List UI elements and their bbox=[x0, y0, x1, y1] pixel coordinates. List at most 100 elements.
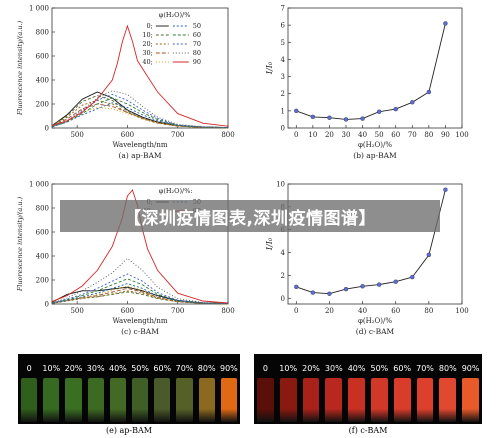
y-tick-label: 5 bbox=[281, 39, 285, 47]
vial bbox=[416, 378, 434, 422]
vial bbox=[325, 378, 343, 422]
legend-label: 90 bbox=[193, 58, 201, 66]
x-tick-label: 500 bbox=[70, 131, 83, 139]
vial-label: 90% bbox=[220, 364, 238, 373]
vial-label: 80% bbox=[438, 364, 457, 373]
x-tick-label: 60 bbox=[391, 131, 400, 139]
data-point bbox=[294, 284, 299, 290]
vial-label: 30% bbox=[86, 364, 105, 373]
x-tick-label: 100 bbox=[455, 307, 468, 315]
y-tick-label: 3 bbox=[281, 73, 285, 81]
series-line-60 bbox=[51, 97, 229, 129]
data-point bbox=[294, 108, 299, 114]
y-tick-label: 200 bbox=[36, 101, 49, 109]
photo-panel-e: 0 10% 20% 30% 40% 50% 60% 70% 80% 90% bbox=[18, 354, 240, 424]
legend-label: 70 bbox=[193, 40, 201, 48]
plot-frame bbox=[51, 183, 229, 305]
vial-label: 50% bbox=[131, 364, 149, 373]
panel-caption: (a) ap-BAM bbox=[118, 151, 161, 160]
photo-caption-f: (f) c-BAM bbox=[348, 426, 388, 435]
vial-label: 10% bbox=[279, 364, 298, 373]
data-point bbox=[360, 116, 365, 121]
watermark-banner: 【深圳疫情图表,深圳疫情图谱】 bbox=[60, 200, 440, 232]
legend-label: 60 bbox=[193, 31, 201, 39]
data-point bbox=[393, 279, 398, 284]
vial bbox=[393, 378, 411, 422]
data-point bbox=[327, 291, 332, 296]
series-line-0 bbox=[296, 23, 446, 120]
vial bbox=[371, 378, 388, 422]
series-line-80 bbox=[51, 90, 229, 128]
x-tick-label: 700 bbox=[171, 307, 184, 315]
vial-label: 10% bbox=[42, 364, 61, 373]
x-tick-label: 0 bbox=[294, 131, 298, 139]
legend-label: 50 bbox=[193, 22, 201, 30]
x-axis-label: φ(H₂O)/% bbox=[358, 141, 392, 149]
y-tick-label: 1 bbox=[281, 107, 285, 115]
x-tick-label: 500 bbox=[70, 307, 83, 315]
series-line-60 bbox=[51, 278, 229, 305]
legend-title: φ(H₂O)/%: bbox=[159, 187, 193, 195]
vial-label: 90% bbox=[461, 364, 480, 373]
x-axis-label: Wavelength/nm bbox=[112, 141, 167, 149]
vial-label: 20% bbox=[302, 364, 320, 373]
x-tick-label: 600 bbox=[121, 307, 134, 315]
vial bbox=[43, 378, 60, 422]
y-tick-label: 4 bbox=[281, 249, 286, 257]
vial bbox=[132, 378, 149, 422]
x-tick-label: 90 bbox=[441, 131, 450, 139]
vial bbox=[176, 378, 193, 422]
x-tick-label: 0 bbox=[294, 307, 298, 315]
data-point bbox=[443, 21, 448, 26]
vial-label: 0 bbox=[26, 364, 32, 373]
x-tick-label: 80 bbox=[424, 131, 433, 139]
vial-label: 20% bbox=[64, 364, 83, 373]
vial-label: 40% bbox=[109, 364, 127, 373]
vial bbox=[462, 378, 479, 422]
legend-title: φ(H₂O)/% bbox=[159, 11, 191, 19]
data-point bbox=[426, 89, 432, 95]
plot-frame bbox=[51, 7, 229, 129]
photo-panel-f: 0 10% 20% 30% 40% 50% 60% 70% 80% 90% bbox=[254, 354, 482, 424]
x-tick-label: 10 bbox=[308, 131, 317, 139]
legend-label: 20; bbox=[142, 40, 152, 48]
x-tick-label: 50 bbox=[375, 131, 384, 139]
legend-label: 30; bbox=[142, 49, 152, 57]
y-tick-label: 0 bbox=[281, 295, 285, 303]
series-line-40 bbox=[51, 285, 229, 305]
data-point bbox=[443, 187, 448, 192]
y-axis-label: I/I₀ bbox=[265, 61, 274, 75]
vial bbox=[257, 378, 274, 422]
data-point bbox=[376, 282, 382, 287]
data-point bbox=[310, 290, 316, 295]
x-tick-label: 70 bbox=[408, 131, 417, 139]
series-line-30 bbox=[51, 287, 229, 305]
legend-label: 80 bbox=[193, 49, 201, 57]
x-tick-label: 800 bbox=[221, 131, 234, 139]
vial bbox=[65, 378, 82, 422]
chart-panel-2 bbox=[51, 183, 229, 305]
vial-label: 70% bbox=[416, 364, 434, 373]
data-point bbox=[327, 115, 332, 120]
x-tick-label: 40 bbox=[358, 131, 367, 139]
vial bbox=[220, 378, 237, 422]
chart-panel-3 bbox=[287, 183, 463, 305]
legend-label: 0; bbox=[146, 22, 152, 30]
data-point bbox=[343, 286, 349, 292]
x-tick-label: 60 bbox=[391, 307, 400, 315]
vial-label: 70% bbox=[175, 364, 194, 373]
x-tick-label: 30 bbox=[342, 131, 351, 139]
x-tick-label: 600 bbox=[121, 131, 134, 139]
y-tick-label: 0 bbox=[45, 301, 49, 309]
data-point bbox=[343, 117, 349, 122]
y-axis-label: I/I₀ bbox=[265, 237, 274, 251]
panel-caption: (c) c-BAM bbox=[121, 327, 159, 336]
x-tick-label: 20 bbox=[325, 131, 334, 139]
legend-label: 40; bbox=[142, 58, 152, 66]
panel-caption: (d) c-BAM bbox=[356, 327, 395, 336]
vial-label: 80% bbox=[197, 364, 216, 373]
data-point bbox=[376, 109, 382, 114]
x-tick-label: 80 bbox=[424, 307, 433, 315]
x-tick-label: 100 bbox=[455, 131, 468, 139]
vial bbox=[302, 378, 320, 422]
